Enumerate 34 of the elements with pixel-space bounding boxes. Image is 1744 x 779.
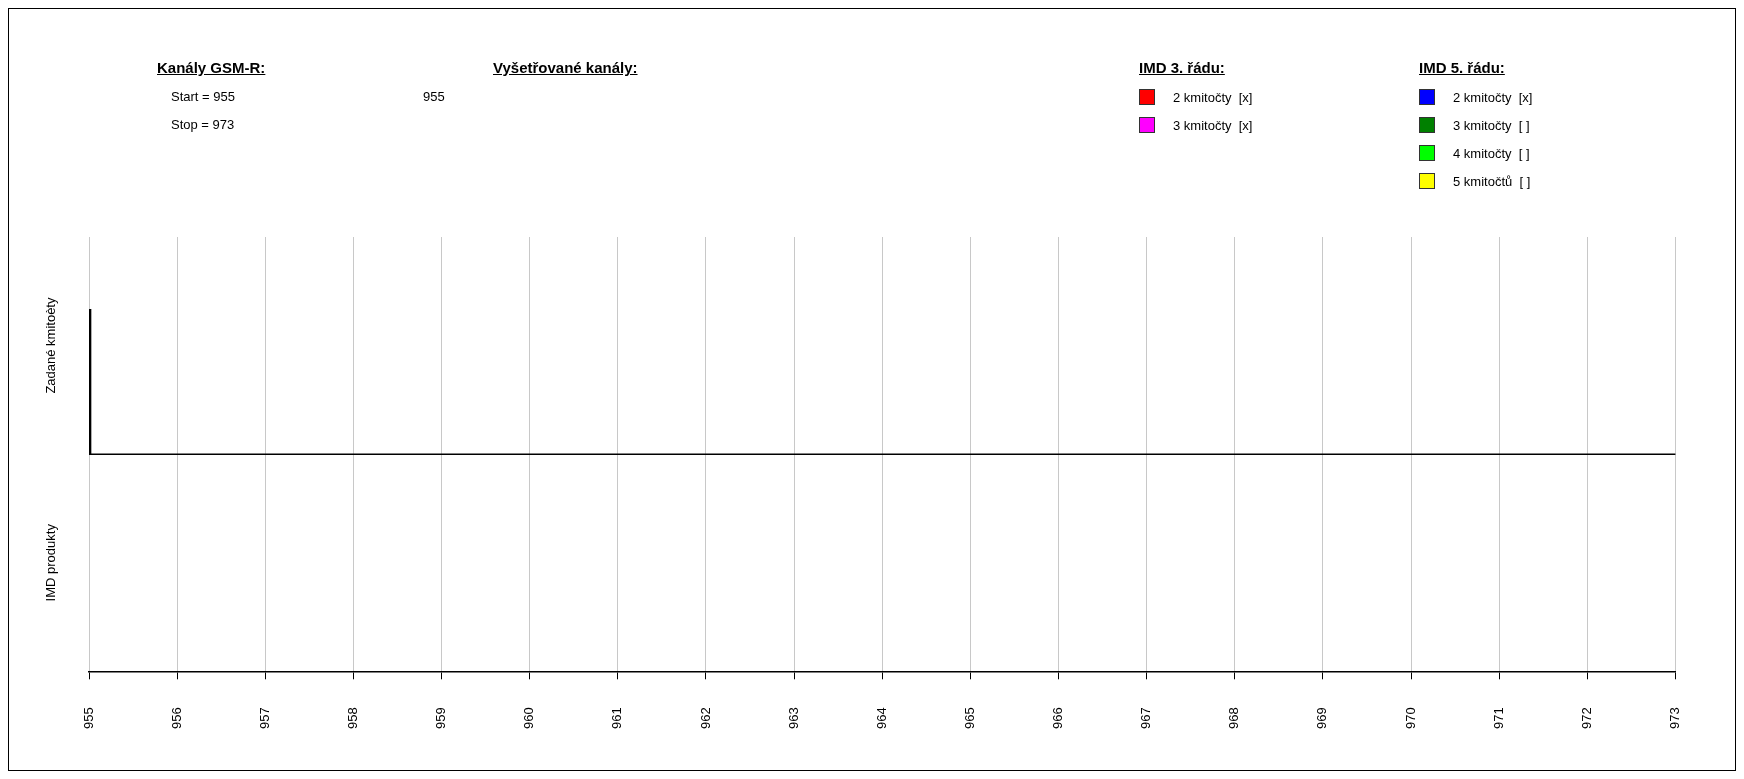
x-tick-label: 972 [1578,707,1594,730]
text: 955 [423,89,445,104]
x-tick-label: 971 [1490,707,1506,730]
x-tick-label: 963 [785,707,801,730]
text: Vyšetřované kanály: [493,59,638,76]
text: IMD 5. řádu: [1419,59,1505,76]
x-tick-label: 962 [697,707,713,730]
x-tick-label: 961 [609,707,625,730]
x-tick-label: 955 [80,707,96,730]
text: IMD produkty [42,523,58,602]
x-tick-label: 958 [344,707,360,730]
legend-label: 3 kmitočty [x] [1173,117,1253,133]
legend-label: 4 kmitočty [ ] [1453,145,1530,161]
text: Stop = 973 [171,117,235,132]
x-tick-label: 965 [961,707,977,730]
text: Start = 955 [171,89,235,104]
x-tick-label: 959 [433,707,449,730]
x-tick-label: 973 [1666,707,1682,730]
x-tick-label: 966 [1050,707,1066,730]
x-tick-label: 970 [1402,707,1418,730]
legend-label: 5 kmitočtů [ ] [1453,173,1531,189]
legend-label: 2 kmitočty [x] [1453,89,1533,105]
x-tick-label: 957 [256,707,272,730]
text: IMD 3. řádu: [1139,59,1225,76]
legend-label: 3 kmitočty [ ] [1453,117,1530,133]
x-tick-label: 968 [1226,707,1242,730]
text: Kanály GSM-R: [157,59,266,76]
legend-label: 2 kmitočty [x] [1173,89,1253,105]
x-tick-label: 969 [1314,707,1330,730]
x-tick-label: 967 [1138,707,1154,730]
x-tick-label: 956 [168,707,184,730]
x-tick-label: 964 [873,707,889,730]
y-axis-title: Zadané kmitoèty [42,297,58,394]
x-tick-label: 960 [521,707,537,730]
